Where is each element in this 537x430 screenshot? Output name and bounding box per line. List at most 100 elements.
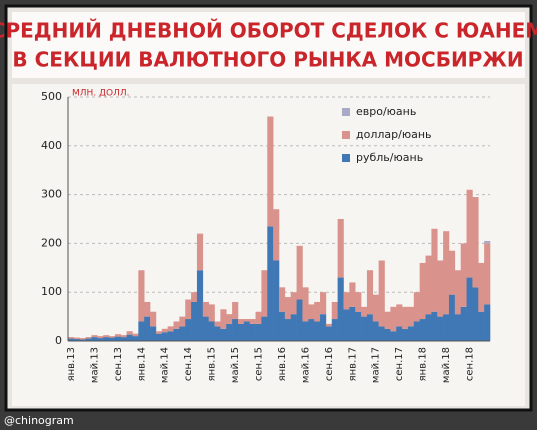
bar-segment [79, 338, 86, 340]
bar-segment [126, 334, 133, 341]
bar-segment [384, 311, 391, 329]
bar-segment [185, 299, 192, 320]
bar-segment [314, 301, 321, 322]
bar-segment [355, 292, 362, 312]
bar-segment [73, 337, 81, 340]
bar-segment [85, 338, 92, 341]
bar-segment [161, 332, 168, 341]
bar-segment [226, 314, 233, 324]
bar-segment [331, 319, 338, 341]
bar-segment [484, 304, 491, 341]
y-tick-label: 100 [41, 285, 62, 298]
bar-segment [466, 277, 473, 341]
bar-segment [302, 321, 309, 341]
x-tick-label: сен.16 [324, 347, 335, 381]
y-tick-label: 0 [55, 334, 62, 347]
bar-segment [284, 319, 292, 341]
bar-segment [390, 331, 397, 341]
bar-segment [138, 321, 145, 341]
bar-segment [155, 333, 163, 341]
bar-segment [232, 301, 239, 320]
bar-segment [114, 334, 122, 337]
bar-segment [103, 335, 110, 338]
bar-segment [478, 311, 485, 341]
bar-segment [261, 270, 268, 317]
bar-segment [361, 316, 368, 341]
bar-segment [249, 323, 256, 341]
title-box [12, 12, 525, 78]
bar-segment [243, 321, 250, 341]
bar-segment [85, 337, 92, 339]
bar-segment [208, 321, 215, 341]
bar-segment [255, 323, 262, 341]
bar-segment [120, 335, 127, 338]
bar-segment [132, 336, 139, 341]
bar-segment [308, 304, 315, 320]
x-tick-label: янв.13 [66, 347, 77, 381]
bar-segment [431, 228, 438, 312]
y-axis-label: МЛН. ДОЛЛ. [72, 89, 130, 99]
bar-segment [179, 326, 186, 341]
watermark: @chinogram [4, 414, 74, 427]
bar-segment [431, 311, 438, 341]
legend-swatch [342, 131, 350, 139]
bar-segment [150, 326, 157, 341]
bar-segment [208, 304, 215, 322]
bar-segment [390, 306, 397, 332]
bar-segment [448, 294, 456, 341]
bar-segment [132, 333, 139, 337]
bar-segment [454, 314, 461, 341]
bar-segment [196, 270, 204, 341]
bar-segment [407, 306, 415, 327]
bar-segment [355, 311, 362, 341]
bar-segment [343, 292, 350, 310]
bar-segment [126, 331, 133, 335]
y-tick-label: 300 [41, 188, 62, 201]
bar-segment [443, 314, 450, 341]
y-tick-label: 400 [41, 139, 62, 152]
bar-segment [109, 337, 116, 341]
x-tick-label: янв.18 [418, 347, 429, 381]
bar-segment [396, 326, 403, 341]
bar-segment [372, 294, 379, 322]
bar-segment [196, 233, 204, 271]
bar-segment [460, 306, 467, 341]
bar-segment [419, 262, 426, 320]
x-tick-label: сен.15 [253, 347, 264, 381]
bar-segment [232, 319, 239, 341]
bar-segment [296, 245, 303, 300]
bar-segment [202, 301, 209, 317]
x-tick-label: май.17 [371, 347, 382, 383]
bar-segment [91, 337, 98, 341]
bar-segment [384, 328, 391, 341]
x-tick-label: май.18 [441, 347, 452, 383]
bar-segment [396, 304, 403, 327]
bar-segment [103, 337, 110, 341]
bar-segment [366, 270, 374, 315]
legend-swatch [342, 154, 350, 162]
bar-segment [267, 226, 274, 341]
x-tick-label: янв.14 [136, 347, 147, 381]
bar-segment [214, 321, 221, 327]
chart-title: СРЕДНИЙ ДНЕВНОЙ ОБОРОТ СДЕЛОК С ЮАНЕМ [0, 19, 537, 43]
bar-segment [261, 316, 268, 341]
bar-segment [320, 314, 327, 341]
bar-segment [237, 323, 245, 341]
bar-segment [220, 309, 227, 329]
x-tick-label: сен.13 [113, 347, 124, 381]
bar-segment [249, 319, 256, 324]
x-tick-label: май.15 [230, 347, 241, 383]
bar-segment [161, 328, 168, 333]
bar-segment [419, 319, 426, 341]
bar-segment [331, 301, 338, 320]
bar-segment [343, 309, 350, 341]
bar-segment [226, 323, 233, 341]
bar-segment [378, 260, 385, 327]
x-tick-label: янв.16 [277, 347, 288, 381]
bar-segment [296, 299, 303, 341]
bar-segment [378, 326, 385, 341]
bar-segment [478, 262, 485, 312]
bar-segment [308, 319, 315, 341]
bar-segment [109, 336, 116, 338]
